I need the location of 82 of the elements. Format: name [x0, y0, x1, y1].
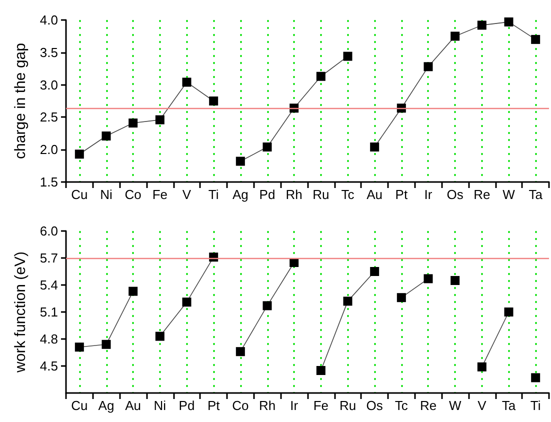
x-tick-label: Au [366, 187, 383, 202]
y-tick-label: 6.0 [40, 224, 58, 238]
point [504, 17, 514, 26]
y-tick-label: 4.8 [40, 332, 58, 346]
x-tick-label: Pd [178, 398, 195, 413]
y-tick-label: 1.5 [40, 174, 58, 190]
point [155, 332, 164, 341]
point [316, 366, 326, 375]
y-tick-label: 2.5 [40, 110, 58, 125]
y-tick-label: 5.1 [40, 304, 58, 320]
x-tick-label: Tc [394, 398, 408, 413]
x-tick-label: Rh [258, 398, 276, 413]
point [182, 298, 192, 307]
x-tick-label: Os [446, 187, 464, 202]
point [424, 62, 433, 72]
point [504, 308, 514, 316]
x-tick-label: Ir [290, 398, 299, 413]
point [477, 362, 486, 372]
point [74, 342, 84, 352]
x-tick-label: Ta [502, 398, 516, 413]
x-tick-label: W [448, 398, 462, 413]
point [450, 32, 460, 41]
x-tick-label: Ru [339, 398, 356, 413]
x-tick-label: Ag [98, 398, 114, 413]
point [450, 276, 460, 285]
x-tick-label: Co [232, 398, 249, 413]
point [343, 52, 352, 61]
x-tick-label: Ag [232, 187, 248, 202]
point [477, 20, 486, 30]
x-tick-label: Au [125, 398, 142, 413]
x-tick-label: Ni [154, 398, 166, 413]
x-tick-label: Fe [152, 187, 168, 202]
point [209, 96, 218, 106]
y-tick-label: 5.7 [40, 250, 58, 266]
point [128, 118, 138, 128]
point [236, 156, 245, 166]
point [102, 340, 111, 349]
x-tick-label: Cu [71, 398, 88, 413]
point [74, 150, 84, 159]
y-tick-label: 2.0 [40, 142, 58, 158]
x-tick-label: Ta [528, 187, 544, 202]
x-tick-label: Ru [312, 187, 330, 202]
x-tick-label: Ti [530, 398, 541, 413]
point [396, 293, 406, 302]
point [316, 72, 326, 81]
x-tick-label: Re [420, 398, 437, 413]
point [343, 296, 352, 306]
x-tick-label: Ir [424, 187, 433, 202]
x-tick-label: Re [474, 187, 490, 202]
x-tick-label: Os [366, 398, 384, 413]
point [128, 286, 138, 296]
x-tick-label: Co [124, 187, 142, 202]
x-tick-label: Pd [259, 187, 276, 202]
point [370, 267, 380, 276]
point [262, 142, 272, 152]
y-tick-label: 4.0 [40, 12, 58, 28]
x-tick-label: Fe [313, 398, 329, 413]
point [262, 301, 272, 310]
point [236, 347, 245, 356]
x-tick-label: Tc [341, 187, 355, 202]
x-tick-label: V [478, 398, 487, 413]
x-tick-label: Pt [395, 187, 408, 202]
point [531, 373, 540, 382]
x-tick-label: Ni [100, 187, 112, 202]
x-tick-label: Pt [207, 398, 220, 413]
x-tick-label: V [182, 187, 192, 202]
y-tick-label: 3.0 [40, 77, 58, 92]
x-tick-label: W [502, 187, 516, 202]
point [424, 274, 433, 284]
x-tick-label: Cu [71, 187, 88, 202]
y-tick-label: 3.5 [40, 44, 58, 60]
point [182, 78, 192, 87]
y-tick-label: 5.4 [40, 278, 58, 292]
x-tick-label: Rh [286, 187, 302, 202]
x-tick-label: Ti [208, 187, 219, 202]
point [370, 142, 380, 152]
point [102, 131, 111, 140]
y-axis-title: work function (eV) [12, 252, 29, 374]
y-axis-title: charge in the gap [12, 43, 29, 159]
point [531, 34, 540, 44]
point [155, 115, 164, 124]
y-tick-label: 4.5 [40, 358, 58, 374]
